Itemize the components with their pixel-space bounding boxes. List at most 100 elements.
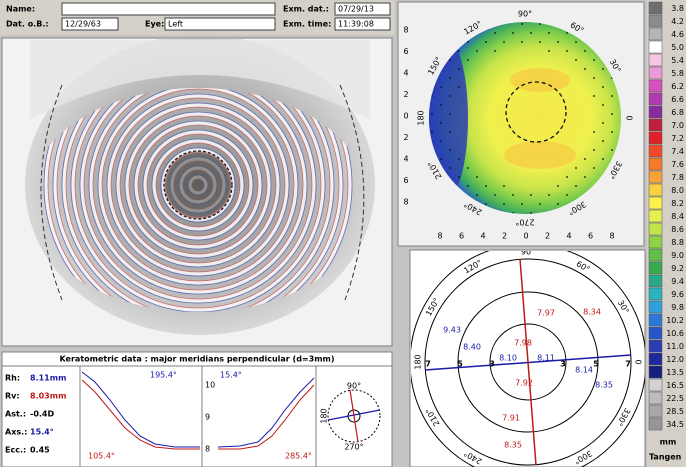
scale-swatch <box>648 287 663 301</box>
meridian-value: 7.92 <box>515 379 533 388</box>
map-dot <box>611 131 613 133</box>
scale-swatch <box>648 261 663 275</box>
scale-label: 7.8 <box>671 173 684 182</box>
scale-swatch <box>648 1 663 15</box>
map-dot <box>458 50 460 52</box>
ring-edge <box>43 88 353 312</box>
ring-edge <box>164 151 232 219</box>
kerato-value: -0.4D <box>30 410 54 419</box>
scale-label: 7.0 <box>671 121 684 130</box>
y-axis-label: 2 <box>403 133 408 142</box>
field-box <box>334 2 391 16</box>
ring-edge <box>97 88 299 286</box>
x-axis-label: 2 <box>545 232 550 241</box>
ring-edge <box>137 124 259 246</box>
graph-axis-label: 9 <box>205 413 210 422</box>
ring-edge <box>119 106 277 264</box>
ring-edge <box>47 88 349 312</box>
map-dot <box>440 86 442 88</box>
map-dot <box>575 185 577 187</box>
graph-label: 285.4° <box>285 452 312 461</box>
graph-axis-label: 8 <box>205 445 210 454</box>
field-box <box>61 17 119 31</box>
y-axis-label: 0 <box>403 112 408 121</box>
map-dot <box>548 32 550 34</box>
angle-label: 270° <box>515 218 534 227</box>
x-axis-label: 8 <box>437 232 442 241</box>
map-dot <box>602 104 604 106</box>
angle-label: 180 <box>417 110 426 125</box>
scale-label: 10.2 <box>666 316 684 325</box>
ring-band <box>44 88 352 312</box>
scale-label: 34.5 <box>666 420 684 429</box>
map-dots <box>431 23 613 214</box>
scale-label: 10.6 <box>666 329 684 338</box>
curve-vertical <box>81 379 200 450</box>
kerato-label: Ecc.: <box>5 446 26 455</box>
map-dot <box>548 194 550 196</box>
map-dot <box>566 50 568 52</box>
map-dot <box>476 50 478 52</box>
ring-edge <box>61 88 335 312</box>
y-axis-label: 4 <box>403 155 408 164</box>
map-dot <box>431 113 433 115</box>
map-dot <box>458 158 460 160</box>
map-zone <box>504 141 576 169</box>
pupil-outline <box>505 81 567 143</box>
map-dot <box>458 176 460 178</box>
map-dot <box>593 77 595 79</box>
scale-label: 9.0 <box>671 251 684 260</box>
ring-band <box>107 94 289 276</box>
kerato-panel <box>1 351 393 467</box>
ring-edge <box>146 133 250 237</box>
placido-rings <box>43 88 353 312</box>
x-axis-label: 4 <box>480 232 485 241</box>
map-dot <box>557 41 559 43</box>
scale-swatch <box>648 222 663 236</box>
ring-band <box>116 103 280 267</box>
map-dot <box>593 149 595 151</box>
scale-label: 28.5 <box>666 407 684 416</box>
ring-band <box>80 88 316 303</box>
scale-label: 22.5 <box>666 394 684 403</box>
ring-label: 7 <box>425 360 431 369</box>
scale-label: 16.5 <box>666 381 684 390</box>
x-axis-label: 0 <box>523 232 528 241</box>
x-axis-label: 6 <box>588 232 593 241</box>
scale-label: 4.6 <box>671 30 684 39</box>
map-dot <box>530 32 532 34</box>
scale-label: 8.0 <box>671 186 684 195</box>
ring-band <box>62 88 334 312</box>
map-dot <box>602 158 604 160</box>
meridian-value: 8.14 <box>575 366 593 375</box>
x-axis-label: 2 <box>502 232 507 241</box>
map-dot <box>494 32 496 34</box>
scale-label: 12.0 <box>666 355 684 364</box>
map-dot <box>575 167 577 169</box>
scale-label: 8.2 <box>671 199 684 208</box>
limbus-left <box>40 84 63 301</box>
kerato-value: 15.4° <box>30 428 54 437</box>
ring-label: 5 <box>457 360 463 369</box>
map-dot <box>449 149 451 151</box>
kerato-value: 8.03mm <box>30 392 66 401</box>
x-axis-label: 6 <box>459 232 464 241</box>
meridian-value: 8.34 <box>583 308 601 317</box>
map-dot <box>431 131 433 133</box>
scale-swatch <box>648 92 663 106</box>
header: Name: Dat. o.B.: 12/29/63 Eye: Left Exm. dat.… <box>6 2 391 31</box>
scale-swatch <box>648 274 663 288</box>
pupil-edge <box>163 150 233 220</box>
map-dot <box>503 41 505 43</box>
scale-swatch <box>648 196 663 210</box>
y-axis-label: 6 <box>403 47 408 56</box>
ring-3 <box>489 323 567 401</box>
kerato-value: 8.11mm <box>30 374 66 383</box>
map-dot <box>440 122 442 124</box>
y-axis-label: 8 <box>403 26 408 35</box>
map-dot <box>593 131 595 133</box>
map-dot <box>539 23 541 25</box>
ring-edge <box>88 88 308 295</box>
ring-edge <box>110 97 286 273</box>
